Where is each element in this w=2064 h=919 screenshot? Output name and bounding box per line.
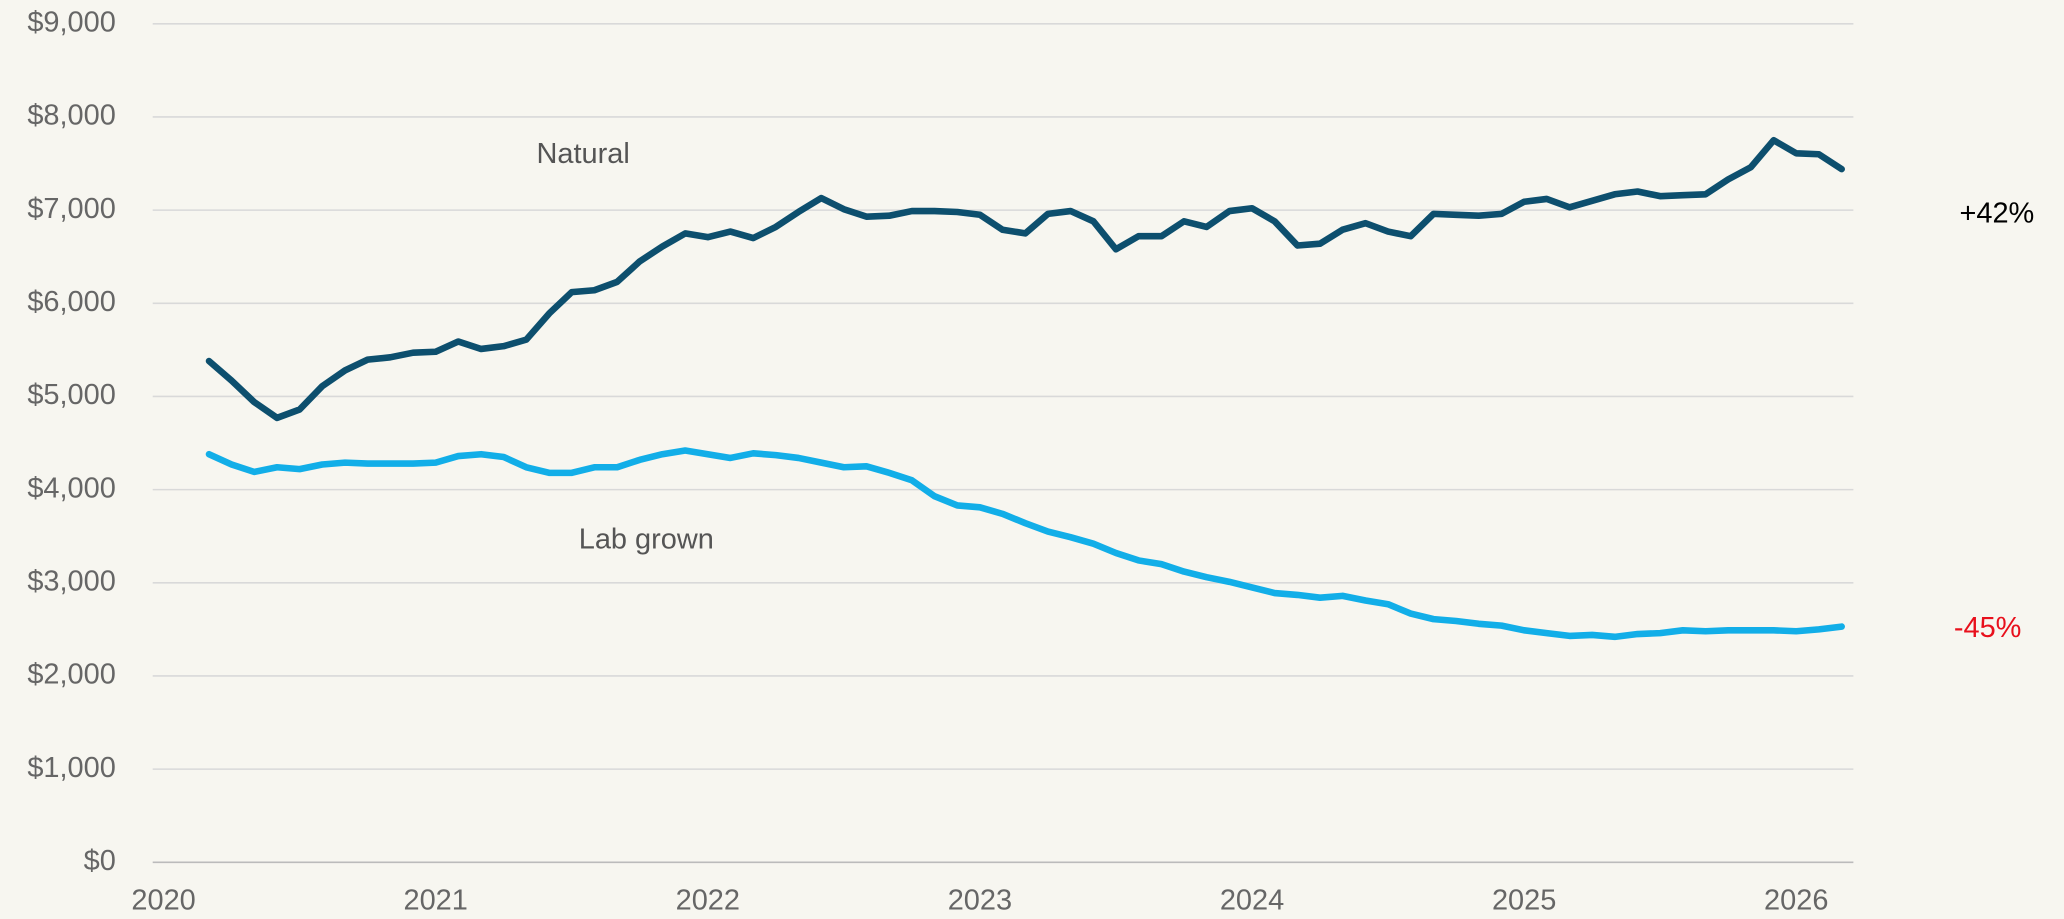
annotation: -45% [1954, 612, 2022, 644]
y-tick-label: $1,000 [27, 752, 116, 784]
y-tick-label: $4,000 [27, 472, 116, 504]
x-tick-label: 2020 [131, 884, 195, 916]
annotation: +42% [1959, 197, 2034, 229]
x-tick-label: 2025 [1492, 884, 1556, 916]
series-label: Lab grown [579, 524, 714, 556]
x-tick-label: 2024 [1220, 884, 1284, 916]
x-tick-label: 2023 [948, 884, 1012, 916]
y-tick-label: $5,000 [27, 379, 116, 411]
y-tick-label: $9,000 [27, 6, 116, 38]
x-tick-label: 2021 [404, 884, 468, 916]
y-tick-label: $6,000 [27, 286, 116, 318]
x-tick-label: 2022 [676, 884, 740, 916]
y-tick-label: $2,000 [27, 659, 116, 691]
y-tick-label: $3,000 [27, 565, 116, 597]
x-tick-label: 2026 [1764, 884, 1828, 916]
y-tick-label: $7,000 [27, 193, 116, 225]
series-line [205, 136, 1845, 422]
series-line [205, 447, 1845, 641]
y-tick-label: $0 [84, 845, 116, 877]
y-tick-label: $8,000 [27, 100, 116, 132]
series-label: Natural [536, 138, 629, 170]
